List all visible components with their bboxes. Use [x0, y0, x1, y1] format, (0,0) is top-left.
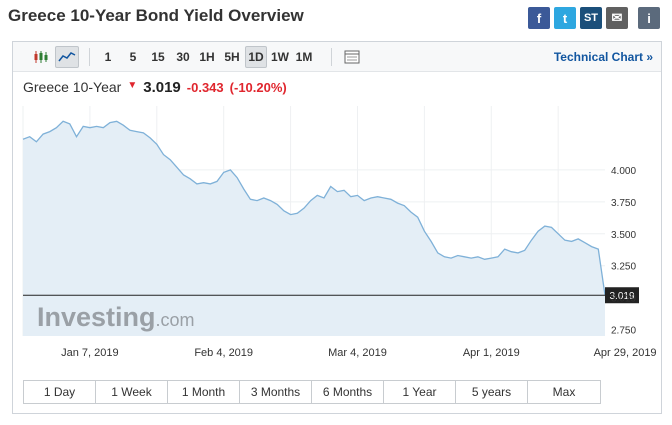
series-area-fill [23, 121, 605, 336]
last-value-label: 3.019 [609, 291, 634, 302]
last-price: 3.019 [143, 79, 181, 96]
x-tick-label: Apr 29, 2019 [594, 347, 657, 359]
interval-button-5h[interactable]: 5H [224, 50, 240, 64]
range-button-1-month[interactable]: 1 Month [168, 381, 240, 403]
y-tick-label: 3.019 [611, 294, 636, 305]
table-view-icon[interactable] [340, 46, 364, 68]
facebook-share-icon[interactable]: f [528, 7, 550, 29]
share-bar: f t ST ✉ [528, 7, 628, 29]
range-button-1-year[interactable]: 1 Year [384, 381, 456, 403]
interval-button-1m[interactable]: 1M [295, 50, 313, 64]
range-button-1-week[interactable]: 1 Week [96, 381, 168, 403]
interval-button-1w[interactable]: 1W [271, 50, 289, 64]
toolbar-divider [89, 48, 90, 66]
twitter-share-icon[interactable]: t [554, 7, 576, 29]
last-value-badge [605, 287, 639, 304]
stocktwits-share-icon[interactable]: ST [580, 7, 602, 29]
interval-button-15[interactable]: 15 [151, 50, 165, 64]
range-button-3-months[interactable]: 3 Months [240, 381, 312, 403]
page-title: Greece 10-Year Bond Yield Overview [8, 6, 304, 25]
y-tick-label: 3.750 [611, 198, 636, 209]
x-tick-label: Feb 4, 2019 [194, 347, 253, 359]
series-line [22, 120, 606, 296]
chart-panel: 1 5 15 30 1H 5H 1D 1W 1M Technical Chart » Greec… [12, 41, 662, 414]
candlestick-chart-icon[interactable] [29, 46, 53, 68]
area-chart-icon[interactable] [55, 46, 79, 68]
range-button-1-day[interactable]: 1 Day [24, 381, 96, 403]
y-tick-label: 3.500 [611, 230, 636, 241]
instrument-name: Greece 10-Year [23, 79, 122, 95]
down-arrow-icon: ▼ [127, 80, 138, 91]
y-tick-label: 3.250 [611, 262, 636, 273]
toolbar-divider [331, 48, 332, 66]
price-change-percent: (-10.20%) [229, 80, 287, 95]
interval-button-30[interactable]: 30 [176, 50, 190, 64]
range-selector: 1 Day 1 Week 1 Month 3 Months 6 Months 1 Year… [23, 380, 601, 404]
technical-chart-link[interactable]: Technical Chart » [553, 50, 653, 64]
price-change: -0.343 [186, 80, 224, 95]
interval-button-5[interactable]: 5 [129, 50, 137, 64]
interval-button-1h[interactable]: 1H [199, 50, 215, 64]
range-button-max[interactable]: Max [528, 381, 600, 403]
mail-share-icon[interactable]: ✉ [606, 7, 628, 29]
range-button-5-years[interactable]: 5 years [456, 381, 528, 403]
x-tick-label: Apr 1, 2019 [463, 347, 520, 359]
interval-button-1d[interactable]: 1D [245, 46, 267, 68]
y-tick-label: 2.750 [611, 326, 636, 337]
y-tick-label: 4.000 [611, 166, 636, 177]
interval-button-1[interactable]: 1 [104, 50, 112, 64]
x-tick-label: Mar 4, 2019 [328, 347, 387, 359]
info-icon[interactable]: i [638, 7, 660, 29]
range-button-6-months[interactable]: 6 Months [312, 381, 384, 403]
x-tick-label: Jan 7, 2019 [61, 347, 119, 359]
watermark-logo: Investing.com [37, 302, 195, 332]
chart-toolbar: 1 5 15 30 1H 5H 1D 1W 1M Technical Chart » [13, 42, 661, 72]
quote-line: Greece 10-Year ▼ 3.019 -0.343 (-10.20%) [23, 79, 287, 96]
